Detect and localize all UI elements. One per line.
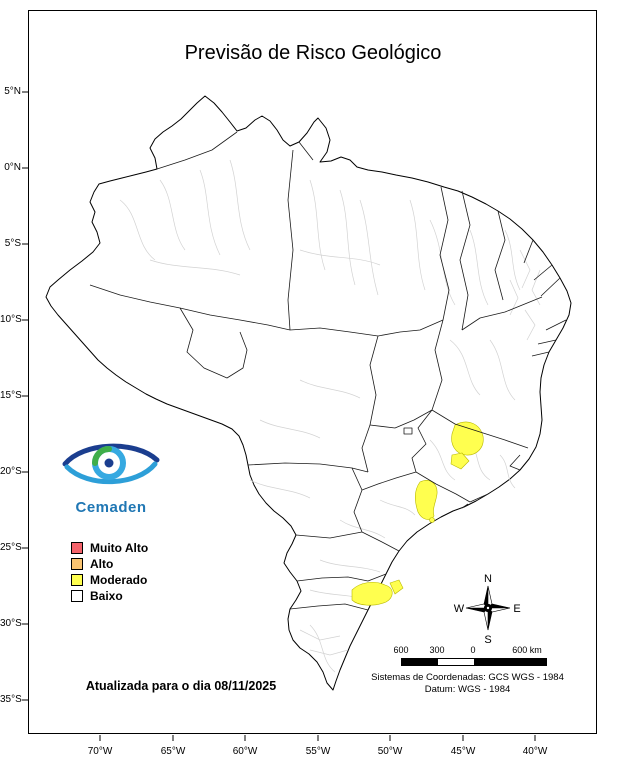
legend-item-muito-alto: Muito Alto bbox=[71, 540, 148, 556]
scale-bar: 600 300 0 600 km bbox=[393, 645, 560, 671]
cemaden-eye-icon bbox=[62, 443, 160, 485]
scale-label-600-left: 600 bbox=[393, 645, 409, 655]
legend-swatch-alto bbox=[71, 558, 83, 570]
lon-label-45w: 45°W bbox=[450, 746, 476, 757]
coordinate-system-line1: Sistemas de Coordenadas: GCS WGS - 1984 bbox=[371, 672, 564, 683]
lat-label-35s: 35°S bbox=[0, 694, 22, 705]
lat-label-5n: 5°N bbox=[4, 86, 21, 97]
compass-south-label: S bbox=[484, 634, 491, 646]
cemaden-logo-text: Cemaden bbox=[75, 499, 147, 516]
lon-label-65w: 65°W bbox=[160, 746, 186, 757]
lon-label-70w: 70°W bbox=[87, 746, 113, 757]
lat-label-25s: 25°S bbox=[0, 542, 22, 553]
country-outline bbox=[45, 95, 572, 691]
lat-label-30s: 30°S bbox=[0, 618, 22, 629]
scale-segment-3 bbox=[474, 659, 546, 665]
lon-label-50w: 50°W bbox=[377, 746, 403, 757]
cemaden-logo: Cemaden bbox=[55, 430, 167, 522]
state-borders bbox=[89, 131, 567, 611]
lat-label-15s: 15°S bbox=[0, 390, 22, 401]
compass-rose: N S W E bbox=[454, 573, 521, 646]
lon-label-55w: 55°W bbox=[305, 746, 331, 757]
lon-label-40w: 40°W bbox=[522, 746, 548, 757]
latitude-ticks bbox=[22, 91, 28, 701]
lat-label-0n: 0°N bbox=[4, 162, 21, 173]
scale-label-0: 0 bbox=[470, 645, 476, 655]
compass-west-label: W bbox=[454, 603, 465, 615]
coordinate-system-info: Sistemas de Coordenadas: GCS WGS - 1984 … bbox=[355, 672, 580, 695]
legend-item-baixo: Baixo bbox=[71, 588, 148, 604]
legend-swatch-moderado bbox=[71, 574, 83, 586]
scale-label-600-km: 600 km bbox=[512, 645, 542, 655]
lon-label-60w: 60°W bbox=[232, 746, 258, 757]
risk-region-moderado-santacatarina bbox=[351, 579, 404, 606]
legend-label-baixo: Baixo bbox=[90, 589, 123, 603]
legend-label-muito-alto: Muito Alto bbox=[90, 541, 149, 555]
legend-label-alto: Alto bbox=[90, 557, 114, 571]
legend-swatch-muito-alto bbox=[71, 542, 83, 554]
legend-label-moderado: Moderado bbox=[90, 573, 148, 587]
legend: Muito Alto Alto Moderado Baixo bbox=[71, 540, 148, 604]
lat-label-5s: 5°S bbox=[4, 238, 21, 249]
scale-segment-2 bbox=[438, 659, 474, 665]
compass-east-label: E bbox=[513, 603, 520, 615]
lat-label-20s: 20°S bbox=[0, 466, 22, 477]
update-note: Atualizada para o dia 08/11/2025 bbox=[85, 679, 277, 693]
coordinate-system-line2: Datum: WGS - 1984 bbox=[424, 683, 511, 695]
legend-item-alto: Alto bbox=[71, 556, 148, 572]
risk-region-moderado-saopaulo bbox=[414, 480, 438, 523]
scale-segment-1 bbox=[402, 659, 438, 665]
compass-north-label: N bbox=[484, 573, 492, 585]
map-title: Previsão de Risco Geológico bbox=[184, 42, 442, 64]
legend-swatch-baixo bbox=[71, 590, 83, 602]
legend-item-moderado: Moderado bbox=[71, 572, 148, 588]
scale-label-300: 300 bbox=[429, 645, 445, 655]
lat-label-10s: 10°S bbox=[0, 314, 22, 325]
scale-bar-graphic bbox=[401, 658, 547, 666]
longitude-ticks bbox=[99, 735, 536, 741]
